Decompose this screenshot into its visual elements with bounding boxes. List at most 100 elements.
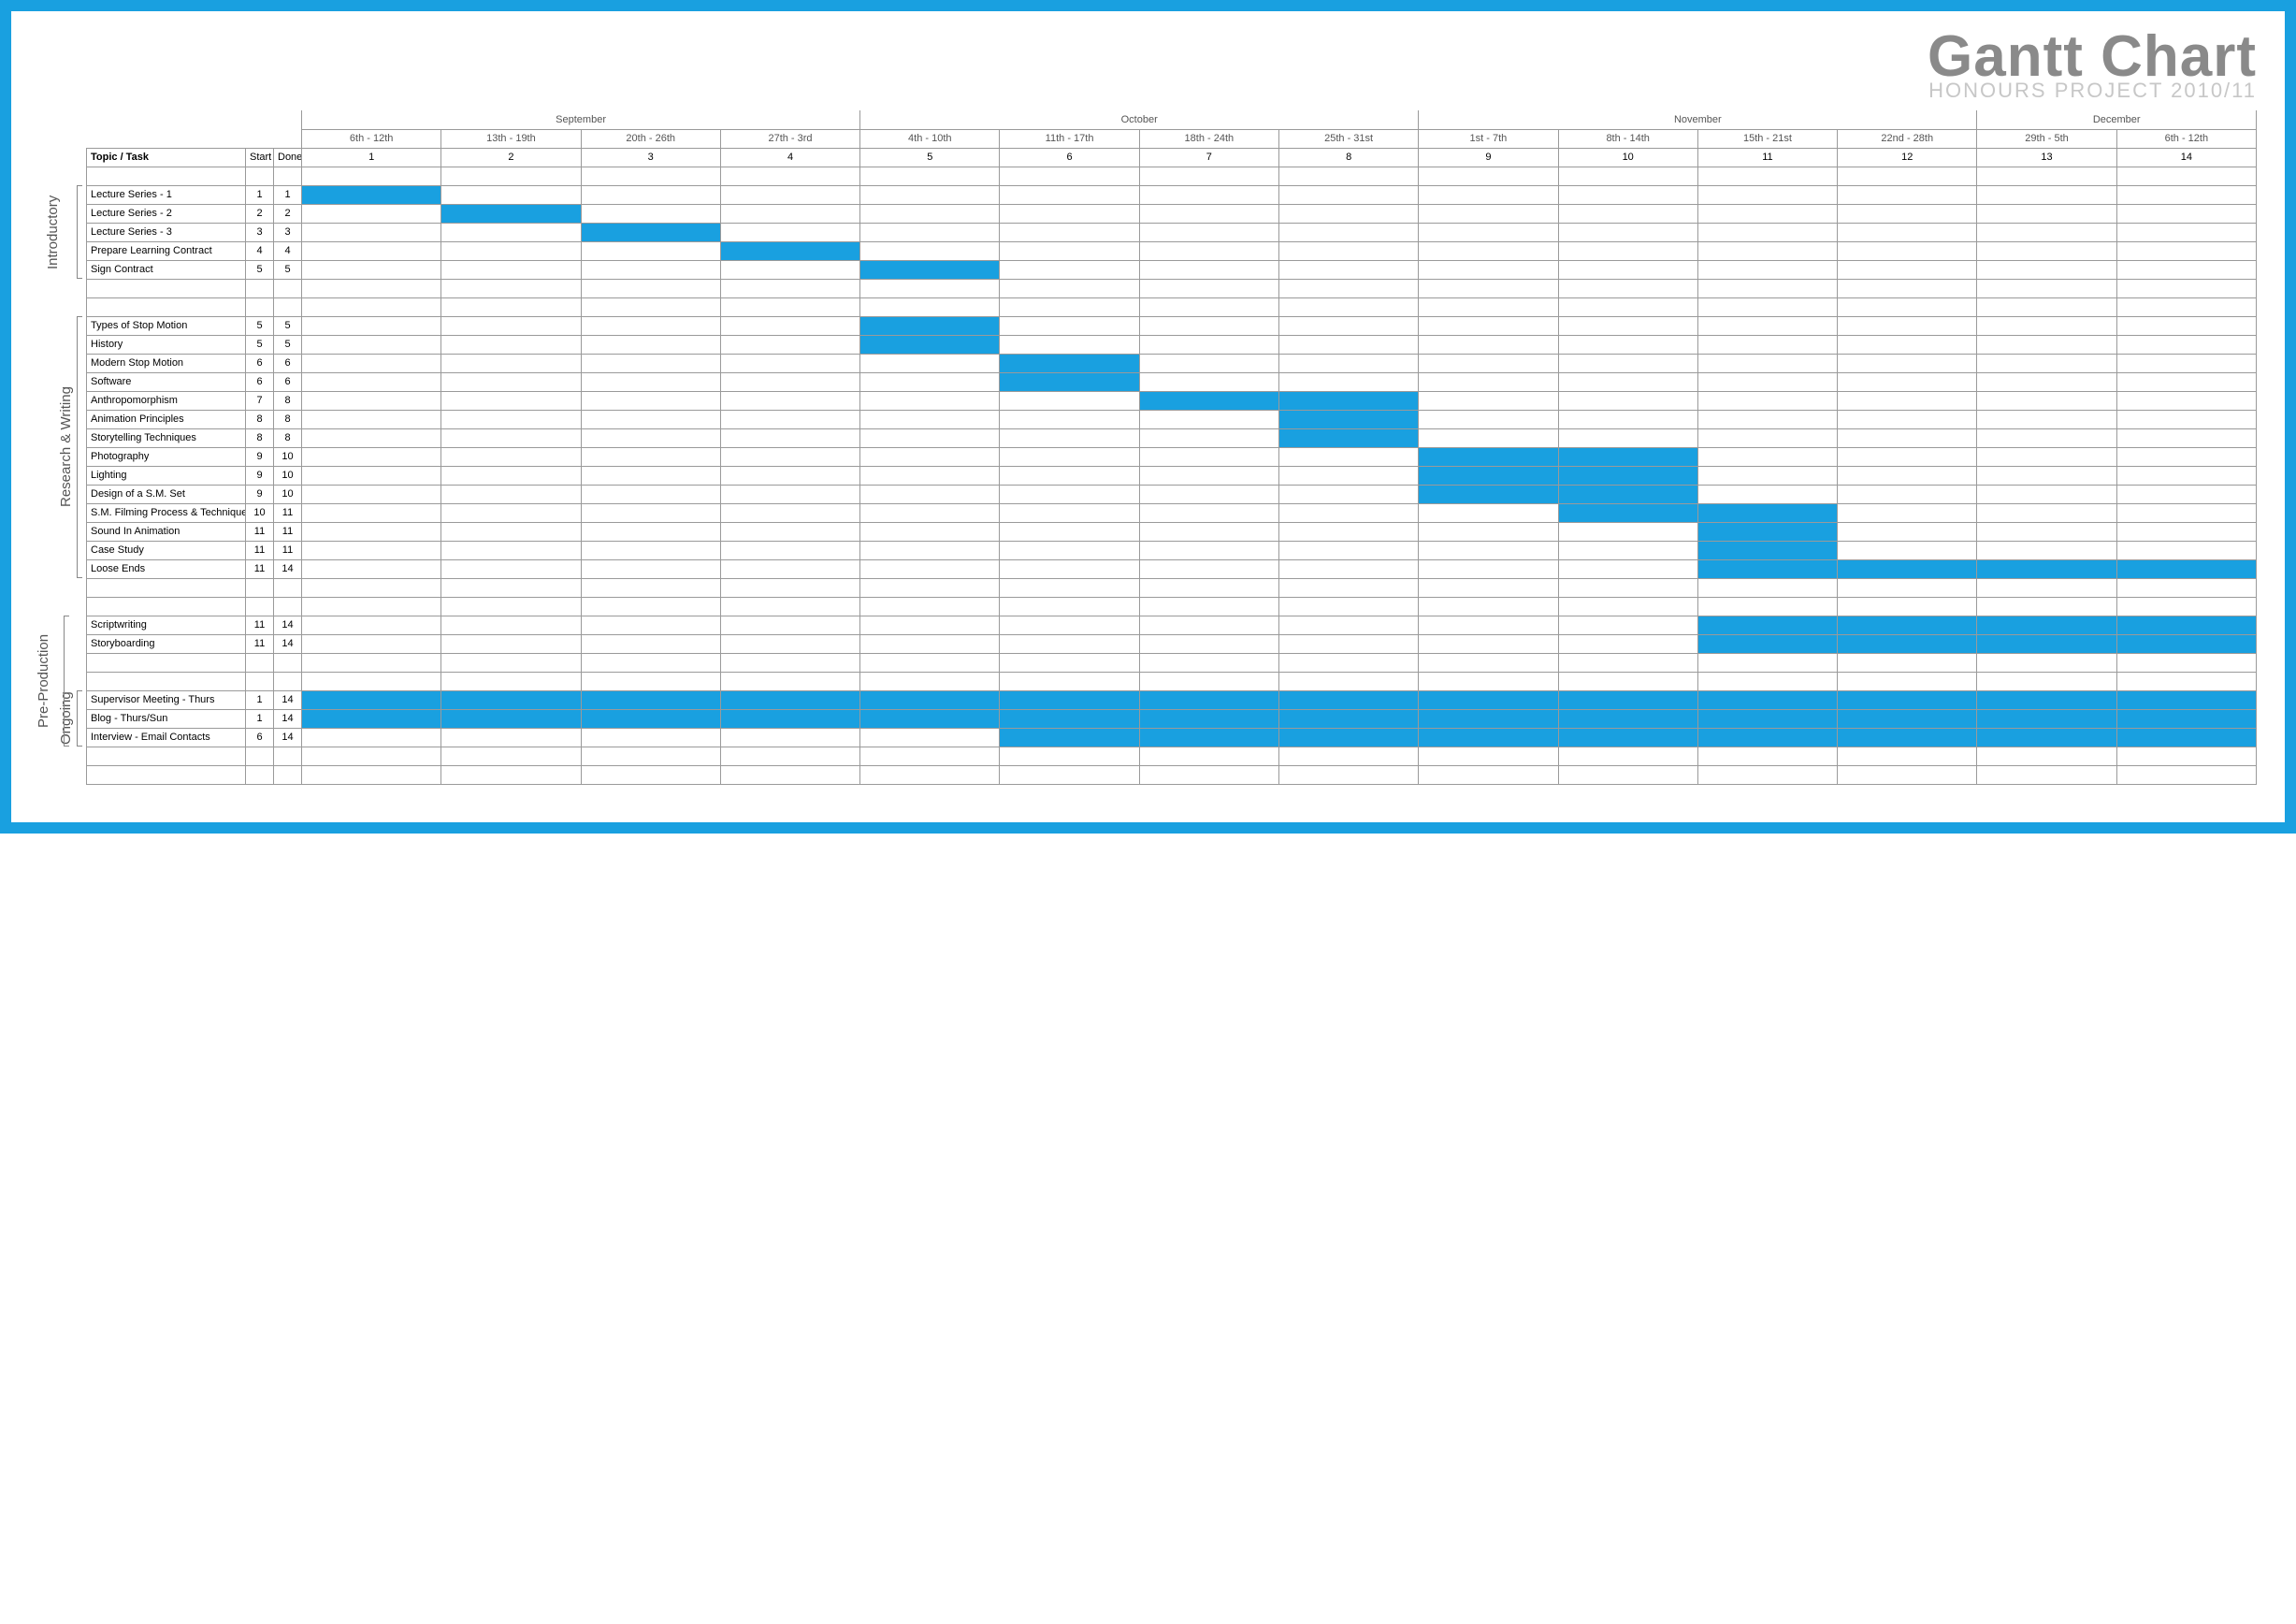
gantt-cell	[1278, 372, 1418, 391]
gantt-cell	[2116, 391, 2256, 410]
done-header: Done	[274, 148, 302, 167]
gantt-cell	[860, 485, 1000, 503]
week-range: 22nd - 28th	[1838, 129, 1977, 148]
gantt-cell	[1838, 503, 1977, 522]
gantt-cell	[441, 559, 581, 578]
gantt-cell	[1697, 634, 1837, 653]
gantt-cell	[2116, 541, 2256, 559]
gantt-cell	[441, 354, 581, 372]
task-done: 8	[274, 428, 302, 447]
gantt-cell	[1558, 541, 1697, 559]
month-label: September	[302, 110, 860, 129]
task-done: 6	[274, 372, 302, 391]
month-label: October	[860, 110, 1419, 129]
task-name: Types of Stop Motion	[87, 316, 246, 335]
gantt-cell	[302, 709, 441, 728]
gantt-cell	[2116, 447, 2256, 466]
week-number: 7	[1139, 148, 1278, 167]
week-number: 6	[1000, 148, 1139, 167]
gantt-cell	[720, 372, 859, 391]
gantt-cell	[581, 260, 720, 279]
gantt-cell	[441, 634, 581, 653]
gantt-cell	[2116, 372, 2256, 391]
gantt-cell	[1977, 709, 2116, 728]
gantt-cell	[1139, 372, 1278, 391]
gantt-cell	[1278, 728, 1418, 747]
gantt-cell	[1278, 428, 1418, 447]
week-number: 9	[1419, 148, 1558, 167]
gantt-cell	[1977, 204, 2116, 223]
gantt-cell	[1558, 616, 1697, 634]
gantt-cell	[1558, 260, 1697, 279]
gantt-cell	[860, 260, 1000, 279]
gantt-cell	[441, 466, 581, 485]
task-name: Blog - Thurs/Sun	[87, 709, 246, 728]
task-row: Lecture Series - 111	[87, 185, 2257, 204]
gantt-cell	[1838, 204, 1977, 223]
gantt-cell	[1838, 690, 1977, 709]
gantt-cell	[302, 354, 441, 372]
gantt-cell	[2116, 204, 2256, 223]
gantt-cell	[1278, 185, 1418, 204]
group-label: Research & Writing	[58, 316, 74, 578]
gantt-cell	[1278, 391, 1418, 410]
gantt-cell	[720, 316, 859, 335]
task-done: 10	[274, 447, 302, 466]
gantt-cell	[1139, 260, 1278, 279]
gantt-cell	[302, 447, 441, 466]
task-row: S.M. Filming Process & Techniques1011	[87, 503, 2257, 522]
week-range: 8th - 14th	[1558, 129, 1697, 148]
gantt-cell	[1419, 522, 1558, 541]
gantt-cell	[1697, 728, 1837, 747]
gantt-cell	[441, 485, 581, 503]
gantt-cell	[1000, 354, 1139, 372]
gantt-cell	[1000, 690, 1139, 709]
gantt-cell	[720, 541, 859, 559]
group-bracket	[64, 616, 69, 747]
group-bracket	[77, 690, 82, 747]
task-name: Sound In Animation	[87, 522, 246, 541]
gantt-table: SeptemberOctoberNovemberDecember6th - 12…	[86, 110, 2257, 785]
gantt-cell	[302, 316, 441, 335]
task-done: 1	[274, 185, 302, 204]
gantt-cell	[1419, 260, 1558, 279]
task-start: 8	[246, 428, 274, 447]
gantt-cell	[581, 559, 720, 578]
title-sub: HONOURS PROJECT 2010/11	[39, 80, 2257, 101]
task-start: 9	[246, 466, 274, 485]
gantt-cell	[860, 728, 1000, 747]
gantt-cell	[1558, 709, 1697, 728]
gantt-cell	[441, 522, 581, 541]
gantt-cell	[720, 616, 859, 634]
gantt-cell	[441, 447, 581, 466]
gantt-cell	[1419, 447, 1558, 466]
gantt-cell	[1697, 616, 1837, 634]
gantt-cell	[581, 541, 720, 559]
gantt-cell	[1697, 354, 1837, 372]
task-start: 7	[246, 391, 274, 410]
gantt-cell	[581, 428, 720, 447]
group-label: Pre-Production	[36, 616, 51, 747]
task-done: 5	[274, 260, 302, 279]
gantt-cell	[1000, 335, 1139, 354]
gantt-cell	[1419, 541, 1558, 559]
task-row: Sign Contract55	[87, 260, 2257, 279]
gantt-cell	[1977, 690, 2116, 709]
gantt-cell	[1419, 410, 1558, 428]
gantt-cell	[2116, 728, 2256, 747]
task-done: 4	[274, 241, 302, 260]
gantt-cell	[1278, 447, 1418, 466]
gantt-cell	[302, 241, 441, 260]
gantt-cell	[1278, 522, 1418, 541]
gantt-cell	[2116, 709, 2256, 728]
gantt-cell	[441, 410, 581, 428]
gantt-cell	[1977, 541, 2116, 559]
task-name: Interview - Email Contacts	[87, 728, 246, 747]
task-start: 1	[246, 690, 274, 709]
gantt-cell	[1139, 223, 1278, 241]
gantt-cell	[860, 559, 1000, 578]
gantt-cell	[581, 485, 720, 503]
gantt-cell	[1278, 485, 1418, 503]
gantt-cell	[1838, 410, 1977, 428]
gantt-cell	[441, 260, 581, 279]
